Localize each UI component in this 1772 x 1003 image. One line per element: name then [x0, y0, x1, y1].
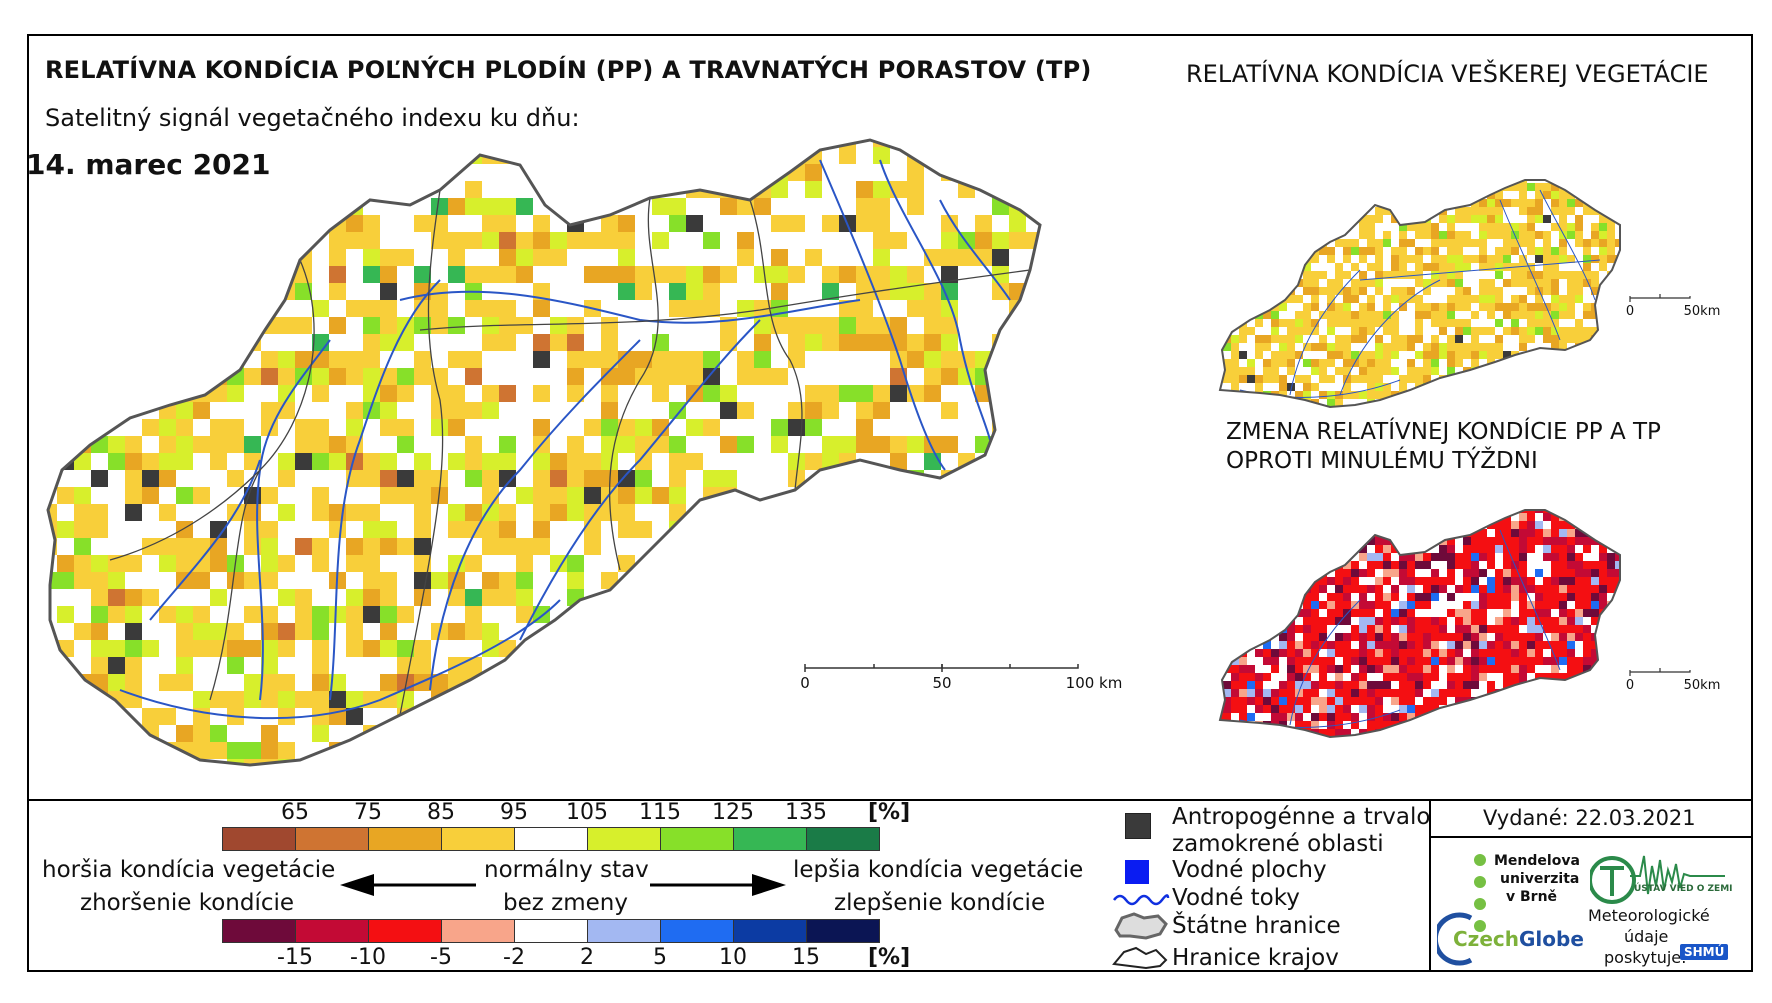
water-areas-swatch: [1125, 860, 1149, 884]
main-map-rivers: [119, 159, 1011, 720]
top-scalebar: [1629, 294, 1691, 302]
scale-swatch: [441, 827, 515, 851]
meteo-text-line3: poskytuje:: [1604, 948, 1687, 967]
arrow-left-icon: [340, 874, 476, 896]
subtitle: Satelitný signál vegetačného indexu ku d…: [45, 104, 580, 132]
change-map-cells: [1220, 510, 1620, 737]
czechglobe-arc-icon: [1437, 912, 1473, 966]
scale-tick-label: -5: [430, 945, 452, 970]
shmu-logo: SHMÚ: [1680, 944, 1729, 960]
change-scale-unit: [%]: [868, 945, 911, 970]
scale-tick-label: 65: [281, 800, 309, 825]
mendel-logo-line1: Mendelova: [1494, 853, 1580, 869]
better-change-text: zlepšenie kondície: [834, 890, 1046, 916]
scale-swatch: [368, 919, 442, 943]
condition-scale-unit: [%]: [868, 800, 911, 825]
scale-swatch: [806, 827, 880, 851]
normal-state-text: normálny stav: [484, 857, 649, 883]
meteo-text-line1: Meteorologické: [1588, 906, 1710, 925]
scale-swatch: [222, 919, 296, 943]
scale-swatch: [587, 919, 661, 943]
scale-swatch: [806, 919, 880, 943]
issued-separator: [1430, 836, 1753, 838]
scale-tick-label: 85: [427, 800, 455, 825]
scale-tick-label: -15: [277, 945, 313, 970]
uvz-logo-icon: [1590, 855, 1725, 904]
main-scalebar-label: 50: [932, 674, 952, 692]
scale-tick-label: 115: [639, 800, 681, 825]
scale-tick-label: 2: [580, 945, 594, 970]
scale-swatch: [733, 827, 807, 851]
top-scalebar-label: 50km: [1683, 304, 1721, 319]
anthropogenic-swatch: [1125, 813, 1151, 839]
legend-separator: [27, 799, 1753, 801]
scale-swatch: [222, 827, 296, 851]
scale-tick-label: 10: [719, 945, 747, 970]
state-border-icon: [1114, 912, 1168, 940]
logos-separator: [1429, 800, 1431, 972]
water-stream-icon: [1113, 894, 1170, 906]
region-border-icon: [1112, 946, 1168, 970]
main-map: [46, 138, 1042, 767]
scale-swatch: [587, 827, 661, 851]
czechglobe-czech: Czech: [1453, 927, 1519, 951]
worse-change-text: zhoršenie kondície: [80, 890, 295, 916]
scale-tick-label: 75: [354, 800, 382, 825]
scale-swatch: [514, 827, 588, 851]
main-scalebar-label: 0: [800, 674, 810, 692]
top-scalebar-label: 0: [1625, 304, 1635, 319]
mendel-dots-icon: [1474, 854, 1486, 932]
region-border-label: Hranice krajov: [1172, 945, 1339, 971]
worse-condition-text: horšia kondícia vegetácie: [42, 857, 336, 883]
all-vegetation-rivers: [1239, 189, 1601, 398]
scale-swatch: [295, 827, 369, 851]
scale-tick-label: 15: [792, 945, 820, 970]
anthropogenic-label-2: zamokrené oblasti: [1172, 831, 1384, 857]
arrow-right-icon: [650, 874, 786, 896]
all-vegetation-cells: [1220, 180, 1620, 407]
scale-tick-label: 135: [785, 800, 827, 825]
bottom-scalebar: [1629, 668, 1691, 676]
scale-swatch: [660, 919, 734, 943]
czechglobe-globe: Globe: [1518, 927, 1584, 951]
scale-tick-label: 95: [500, 800, 528, 825]
czechglobe-logo-text: CzechGlobe: [1453, 927, 1584, 951]
scale-tick-label: 105: [566, 800, 608, 825]
scale-swatch: [514, 919, 588, 943]
scale-tick-label: -2: [503, 945, 525, 970]
mendel-logo-line3: v Brně: [1506, 889, 1558, 905]
scale-swatch: [660, 827, 734, 851]
change-color-scale: [222, 919, 880, 943]
change-map: [1219, 509, 1621, 738]
mendel-logo-line2: univerzita: [1500, 871, 1580, 887]
uvz-logo-text: ÚSTAV VÍED O ZEMI: [1634, 884, 1733, 894]
all-vegetation-title: RELATÍVNA KONDÍCIA VEŠKEREJ VEGETÁCIE: [1186, 60, 1709, 88]
anthropogenic-label-1: Antropogénne a trvalo: [1172, 804, 1431, 830]
main-title: RELATÍVNA KONDÍCIA POĽNÝCH PLODÍN (PP) A…: [45, 56, 1092, 84]
condition-color-scale: [222, 827, 880, 851]
meteo-text-line2: údaje: [1624, 927, 1669, 946]
date-label: 14. marec 2021: [26, 148, 271, 181]
scale-swatch: [295, 919, 369, 943]
scale-tick-label: 125: [712, 800, 754, 825]
issued-date: Vydané: 22.03.2021: [1483, 806, 1696, 830]
no-change-text: bez zmeny: [503, 890, 628, 916]
water-areas-label: Vodné plochy: [1172, 857, 1327, 883]
scale-tick-label: 5: [653, 945, 667, 970]
better-condition-text: lepšia kondícia vegetácie: [793, 857, 1084, 883]
bottom-scalebar-label: 0: [1625, 678, 1635, 693]
state-border-label: Štátne hranice: [1172, 913, 1341, 939]
change-title-line2: OPROTI MINULÉMU TÝŽDNI: [1226, 448, 1538, 474]
bottom-scalebar-label: 50km: [1683, 678, 1721, 693]
main-scalebar: [804, 664, 1079, 672]
water-streams-label: Vodné toky: [1172, 885, 1300, 911]
scale-swatch: [441, 919, 515, 943]
scale-swatch: [733, 919, 807, 943]
main-map-region-borders: [109, 189, 1031, 716]
main-scalebar-label: 100 km: [1065, 674, 1123, 692]
scale-tick-label: -10: [350, 945, 386, 970]
scale-swatch: [368, 827, 442, 851]
all-vegetation-map: [1219, 179, 1621, 408]
